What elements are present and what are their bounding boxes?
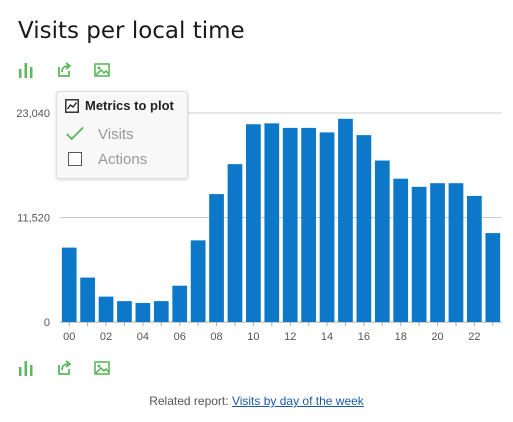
- bar-12[interactable]: [282, 127, 298, 322]
- line-chart-icon: [65, 98, 79, 113]
- x-tick-label: 04: [137, 331, 149, 343]
- y-tick-label: 23,040: [16, 108, 50, 120]
- bar-08[interactable]: [209, 194, 224, 322]
- metric-actions[interactable]: Actions: [66, 150, 147, 168]
- bar-09[interactable]: [227, 164, 243, 322]
- bar-07[interactable]: [190, 240, 206, 322]
- bar-22[interactable]: [467, 195, 482, 322]
- bar-14[interactable]: [319, 132, 335, 322]
- bar-19[interactable]: [411, 186, 427, 322]
- x-tick-label: 00: [63, 331, 75, 343]
- related-report-link[interactable]: Visits by day of the week: [231, 394, 364, 408]
- checkmark-icon[interactable]: [66, 125, 84, 143]
- bar-20[interactable]: [430, 183, 445, 322]
- bar-15[interactable]: [338, 118, 353, 322]
- x-tick-label: 14: [321, 331, 333, 343]
- y-tick-label: 0: [44, 317, 50, 329]
- related-report: Related report: Visits by day of the wee…: [0, 394, 513, 408]
- export-icon[interactable]: [54, 60, 74, 80]
- metrics-header: Metrics to plot: [65, 98, 174, 113]
- metric-visits[interactable]: Visits: [66, 125, 134, 143]
- visits-bar-chart: 0 11,520 23,040 00 02 04 06 08 10 12 14 16 18 20 22: [16, 108, 502, 343]
- bar-13[interactable]: [301, 127, 316, 322]
- x-tick-label: 12: [284, 331, 296, 343]
- bar-16[interactable]: [356, 135, 372, 322]
- y-tick-label: 11,520: [17, 213, 50, 225]
- bar-00[interactable]: [61, 247, 77, 322]
- x-tick-label: 10: [247, 331, 259, 343]
- checkbox-icon[interactable]: [66, 150, 84, 168]
- bar-10[interactable]: [246, 124, 261, 322]
- bar-06[interactable]: [172, 285, 188, 322]
- x-tick-label: 06: [174, 331, 186, 343]
- image-icon[interactable]: [92, 358, 112, 378]
- bar-18[interactable]: [393, 178, 409, 322]
- related-prefix: Related report:: [149, 394, 229, 408]
- x-tick-label: 02: [100, 331, 112, 343]
- metric-label: Actions: [98, 150, 148, 168]
- top-toolbar: [16, 60, 112, 80]
- bar-23[interactable]: [485, 233, 501, 322]
- bar-02[interactable]: [98, 296, 114, 322]
- x-tick-label: 22: [468, 331, 480, 343]
- bar-04[interactable]: [135, 302, 151, 322]
- bottom-toolbar: [16, 358, 112, 378]
- bar-03[interactable]: [117, 301, 132, 322]
- x-tick-label: 18: [395, 331, 407, 343]
- image-icon[interactable]: [92, 60, 112, 80]
- export-icon[interactable]: [54, 358, 74, 378]
- metrics-title: Metrics to plot: [85, 98, 174, 113]
- metric-label: Visits: [98, 125, 134, 143]
- bar-chart-icon[interactable]: [16, 358, 36, 378]
- bar-17[interactable]: [374, 160, 390, 322]
- x-tick-label: 16: [358, 331, 370, 343]
- x-tick-label: 20: [431, 331, 443, 343]
- x-tick-label: 08: [210, 331, 222, 343]
- bar-05[interactable]: [153, 301, 169, 322]
- bar-01[interactable]: [80, 277, 95, 322]
- metrics-picker: Metrics to plot Visits Actions: [56, 91, 188, 179]
- bar-21[interactable]: [448, 183, 464, 322]
- bar-chart-icon[interactable]: [16, 60, 36, 80]
- page-title: Visits per local time: [18, 18, 245, 44]
- bar-11[interactable]: [264, 123, 280, 322]
